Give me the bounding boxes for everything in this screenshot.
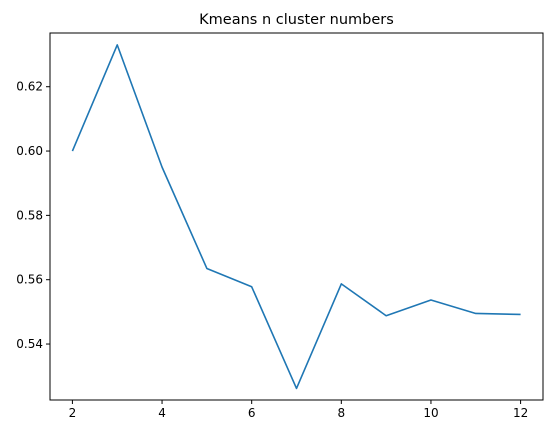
x-tick-label: 4 [158,406,166,420]
chart-title: Kmeans n cluster numbers [199,12,394,28]
series-line [71,44,521,390]
axis-ticks: 2 4 6 8 10 12 0.54 0.56 0.58 0.60 0.62 [16,80,528,420]
x-tick-label: 10 [423,406,438,420]
plot-frame [49,32,544,401]
x-tick-label: 6 [248,406,256,420]
y-tick-label: 0.54 [16,337,43,351]
y-tick-label: 0.60 [16,144,43,158]
x-tick-label: 12 [513,406,528,420]
y-tick-label: 0.62 [16,80,43,94]
x-tick-label: 8 [337,406,345,420]
y-tick-label: 0.56 [16,273,43,287]
y-tick-label: 0.58 [16,208,43,222]
series-layer [71,44,521,390]
x-tick-label: 2 [69,406,77,420]
